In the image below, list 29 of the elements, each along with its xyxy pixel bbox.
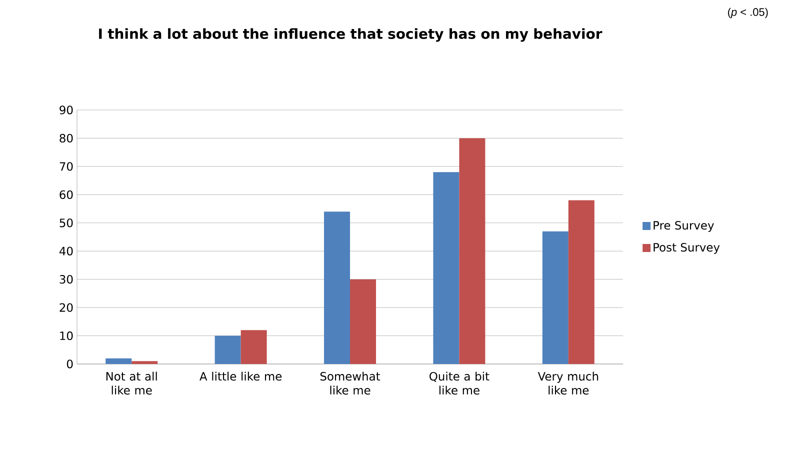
y-tick-label: 30 bbox=[60, 274, 73, 284]
y-tick-label: 60 bbox=[60, 190, 73, 199]
y-tick-label: 80 bbox=[60, 134, 73, 143]
bar bbox=[568, 200, 594, 364]
bar bbox=[132, 361, 158, 364]
x-tick-label: Not at all like me bbox=[106, 372, 157, 395]
bar bbox=[433, 172, 460, 364]
text: (p < .05) bbox=[728, 8, 768, 18]
y-tick-label: 90 bbox=[60, 106, 73, 114]
bar bbox=[214, 336, 241, 364]
bar bbox=[350, 279, 376, 364]
x-tick-label: A little like me bbox=[200, 372, 282, 381]
y-tick-label: 20 bbox=[60, 303, 73, 312]
y-tick-label: 40 bbox=[59, 246, 73, 256]
x-tick-label: Quite a bit like me bbox=[430, 372, 490, 395]
x-tick-label: Somewhat like me bbox=[320, 372, 380, 395]
y-tick-label: 50 bbox=[60, 218, 73, 228]
chart-title: I think a lot about the influence that society has on my behavior bbox=[99, 28, 602, 42]
y-tick-label: 70 bbox=[60, 162, 73, 171]
y-tick-label: 10 bbox=[60, 331, 73, 340]
y-tick-label: 0 bbox=[66, 360, 73, 368]
bar bbox=[542, 231, 568, 364]
bar bbox=[240, 330, 267, 364]
bar bbox=[106, 358, 132, 364]
x-tick-label: Very much like me bbox=[538, 372, 598, 395]
bar bbox=[324, 212, 350, 364]
bar bbox=[459, 138, 486, 364]
legend-label: Pre Survey bbox=[654, 221, 714, 232]
legend-label: Post Survey bbox=[654, 242, 720, 254]
